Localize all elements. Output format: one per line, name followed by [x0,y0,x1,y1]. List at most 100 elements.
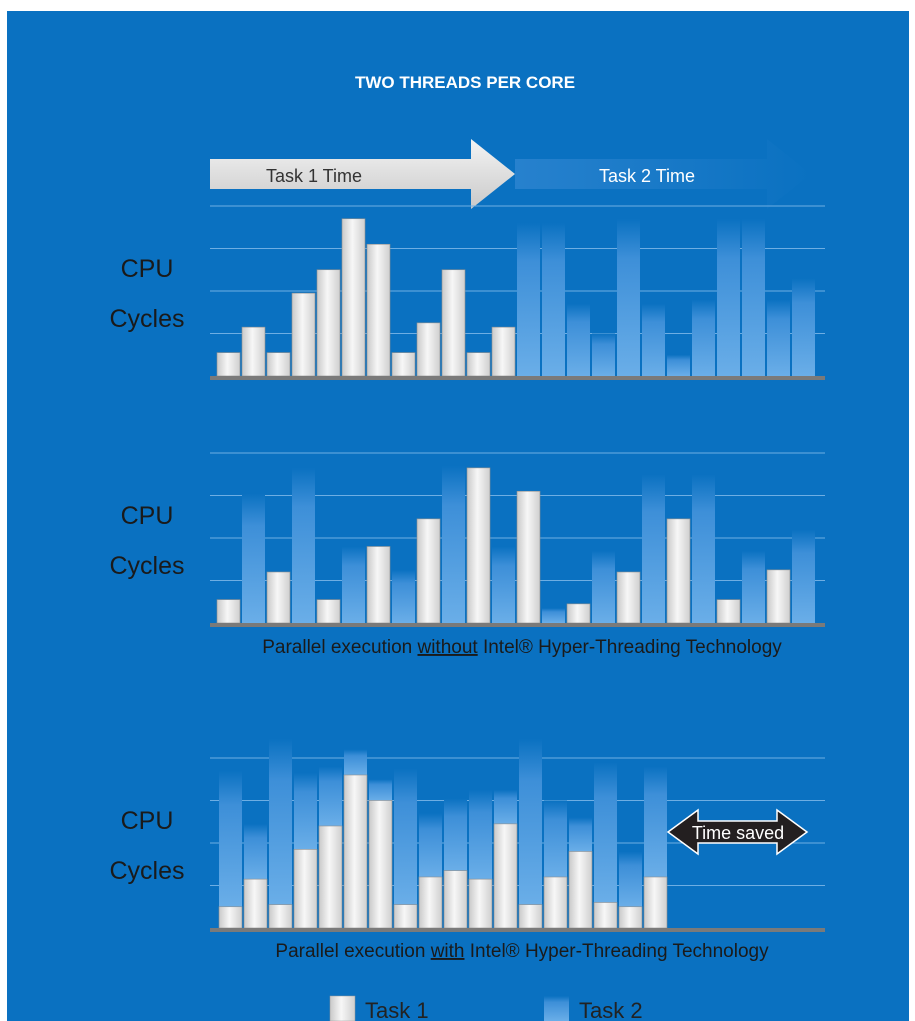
bar-task1 [268,904,293,929]
bar-task2 [692,299,715,376]
bar-task2 [717,218,740,376]
bar-task1 [316,269,341,377]
bar-task1 [216,352,241,377]
bar-task1 [466,467,491,624]
bar-task1 [766,569,791,624]
bar-task2 [569,817,592,852]
bar-task2 [642,303,665,376]
chart-canvas: TWO THREADS PER CORE Task 1 Time Task 2 … [109,73,825,1021]
bar-task2 [542,223,565,376]
bar-task2 [419,813,442,877]
bar-task1 [518,904,543,929]
task1-time-arrow [210,139,515,209]
bar-task1 [516,490,541,624]
bar-task1 [293,849,318,929]
bar-task2 [392,569,415,623]
bar-task2 [219,770,242,907]
bar-task2 [692,474,715,623]
bar-task2 [244,823,267,880]
caption-text: Parallel execution [275,941,430,962]
bar-task1 [616,571,641,624]
bar-task2 [592,550,615,623]
bar-task1 [416,518,441,624]
bar-task2 [792,529,815,623]
legend-task1-label: Task 1 [365,998,429,1021]
y-axis-label-line: CPU [121,807,174,835]
chart-caption: Parallel execution with Intel® Hyper-Thr… [275,941,769,962]
task2-time-label: Task 2 Time [599,166,695,186]
y-axis-label-line: Cycles [109,305,184,333]
bar-task1 [391,352,416,377]
chart-title: TWO THREADS PER CORE [355,73,575,92]
time-saved-label: Time saved [692,823,784,843]
bar-task1 [368,800,393,929]
bar-task1 [468,878,493,929]
bar-task1 [566,603,591,624]
bar-task2 [742,218,765,376]
bar-task1 [493,823,518,929]
bar-task1 [418,876,443,929]
bar-task1 [243,878,268,929]
bar-task2 [269,738,292,905]
chart-caption: Parallel execution without Intel® Hyper-… [262,637,782,658]
bar-task1 [343,774,368,929]
bar-task1 [291,292,316,377]
bar-task1 [241,326,266,377]
bar-task1 [216,599,241,624]
bar-task2 [294,772,317,850]
bar-task1 [316,599,341,624]
bar-task2 [742,550,765,623]
bar-task2 [594,762,617,903]
bar-task2 [344,749,367,775]
bar-task1 [266,571,291,624]
bar-task2 [394,768,417,905]
bar-task1 [593,902,618,929]
bar-task2 [767,299,790,376]
legend-task2-label: Task 2 [579,998,643,1021]
x-axis-baseline [210,623,825,627]
bar-task2 [667,354,690,376]
y-axis-label-line: Cycles [109,857,184,885]
bar-task2 [369,779,392,801]
bar-task2 [792,278,815,376]
bar-task1 [318,825,343,929]
time-saved-annotation: Time saved [666,808,809,856]
infographic-panel: TWO THREADS PER CORE Task 1 Time Task 2 … [7,11,909,1021]
y-axis-label-line: CPU [121,255,174,283]
bar-task2 [517,223,540,376]
bar-task1 [716,599,741,624]
bar-task1 [443,870,468,929]
task2-time-arrow [515,139,811,209]
parallel-with-ht-chart: CPU Cycles Parallel execution with Intel® … [109,738,825,962]
sequential-chart: CPU Cycles [109,205,825,380]
bar-task2 [442,465,465,623]
bar-task1 [218,906,243,929]
bar-task1 [366,546,391,624]
bar-task2 [292,467,315,623]
legend: Task 1 Task 2 [329,995,643,1021]
bar-task2 [642,474,665,623]
caption-emphasis: with [430,941,465,962]
bar-task1 [491,326,516,377]
bar-task2 [592,333,615,376]
legend-task1-swatch [329,995,356,1021]
y-axis-label-line: CPU [121,502,174,530]
caption-emphasis: without [416,637,478,658]
task-time-arrows: Task 1 Time Task 2 Time [210,139,811,209]
bar-task1 [643,876,668,929]
bar-task2 [492,546,515,623]
bar-task2 [342,546,365,623]
bar-task2 [567,303,590,376]
bar-task2 [619,851,642,907]
bar-task2 [242,493,265,623]
bar-task1 [366,243,391,377]
bar-task1 [441,269,466,377]
bar-task1 [543,876,568,929]
time-saved-arrow [666,808,809,856]
caption-text: Parallel execution [262,637,417,658]
bar-task1 [666,518,691,624]
legend-task2-swatch [544,996,569,1021]
bar-task2 [469,789,492,880]
bar-task1 [568,851,593,929]
bar-task1 [416,322,441,377]
